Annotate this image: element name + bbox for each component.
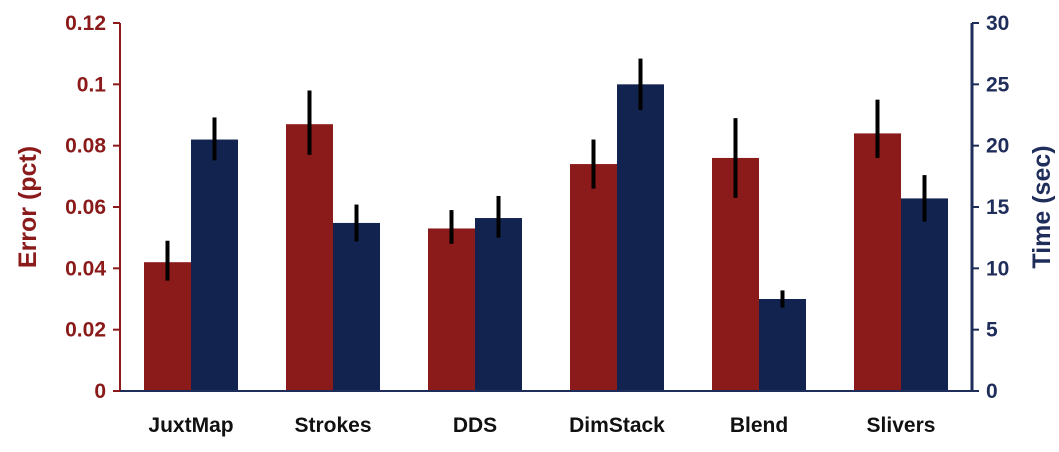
bar-error-dds [428, 228, 475, 391]
left-tick-label: 0.12 [65, 12, 106, 35]
bar-error-slivers [854, 133, 901, 391]
bar-time-juxtmap [191, 139, 238, 391]
category-label-slivers: Slivers [867, 414, 936, 437]
left-tick-label: 0.06 [65, 196, 106, 219]
labels-layer: 0 0.02 0.04 0.06 0.08 0.1 0.12 0 5 10 15 20 25 30 Juxt… [14, 12, 1056, 437]
axes-layer [113, 22, 979, 392]
category-label-juxtmap: JuxtMap [148, 414, 233, 437]
right-tick-label: 30 [986, 12, 1009, 35]
category-label-dimstack: DimStack [569, 414, 665, 437]
right-tick-label: 15 [986, 196, 1010, 219]
errorbars-layer [165, 58, 927, 308]
category-label-strokes: Strokes [294, 414, 371, 437]
right-tick-label: 0 [986, 380, 998, 403]
left-axis-title: Error (pct) [14, 146, 42, 268]
left-tick-label: 0.08 [65, 135, 106, 158]
left-tick-label: 0.04 [65, 257, 106, 280]
bar-time-slivers [901, 198, 948, 391]
bar-error-strokes [286, 124, 333, 391]
bars-layer [144, 84, 948, 391]
bar-time-dimstack [617, 84, 664, 391]
bar-time-strokes [333, 222, 380, 391]
bar-error-juxtmap [144, 262, 191, 391]
right-tick-label: 5 [986, 319, 998, 342]
left-tick-label: 0.02 [65, 319, 106, 342]
bar-time-blend [759, 299, 806, 391]
right-tick-label: 20 [986, 135, 1009, 158]
bar-error-dimstack [570, 164, 617, 391]
left-tick-label: 0 [94, 380, 106, 403]
right-tick-label: 25 [986, 73, 1010, 96]
left-tick-label: 0.1 [77, 73, 107, 96]
right-axis-title: Time (sec) [1028, 145, 1056, 268]
category-label-dds: DDS [453, 414, 497, 437]
category-label-blend: Blend [730, 414, 788, 437]
right-tick-label: 10 [986, 257, 1009, 280]
bar-time-dds [475, 218, 522, 391]
